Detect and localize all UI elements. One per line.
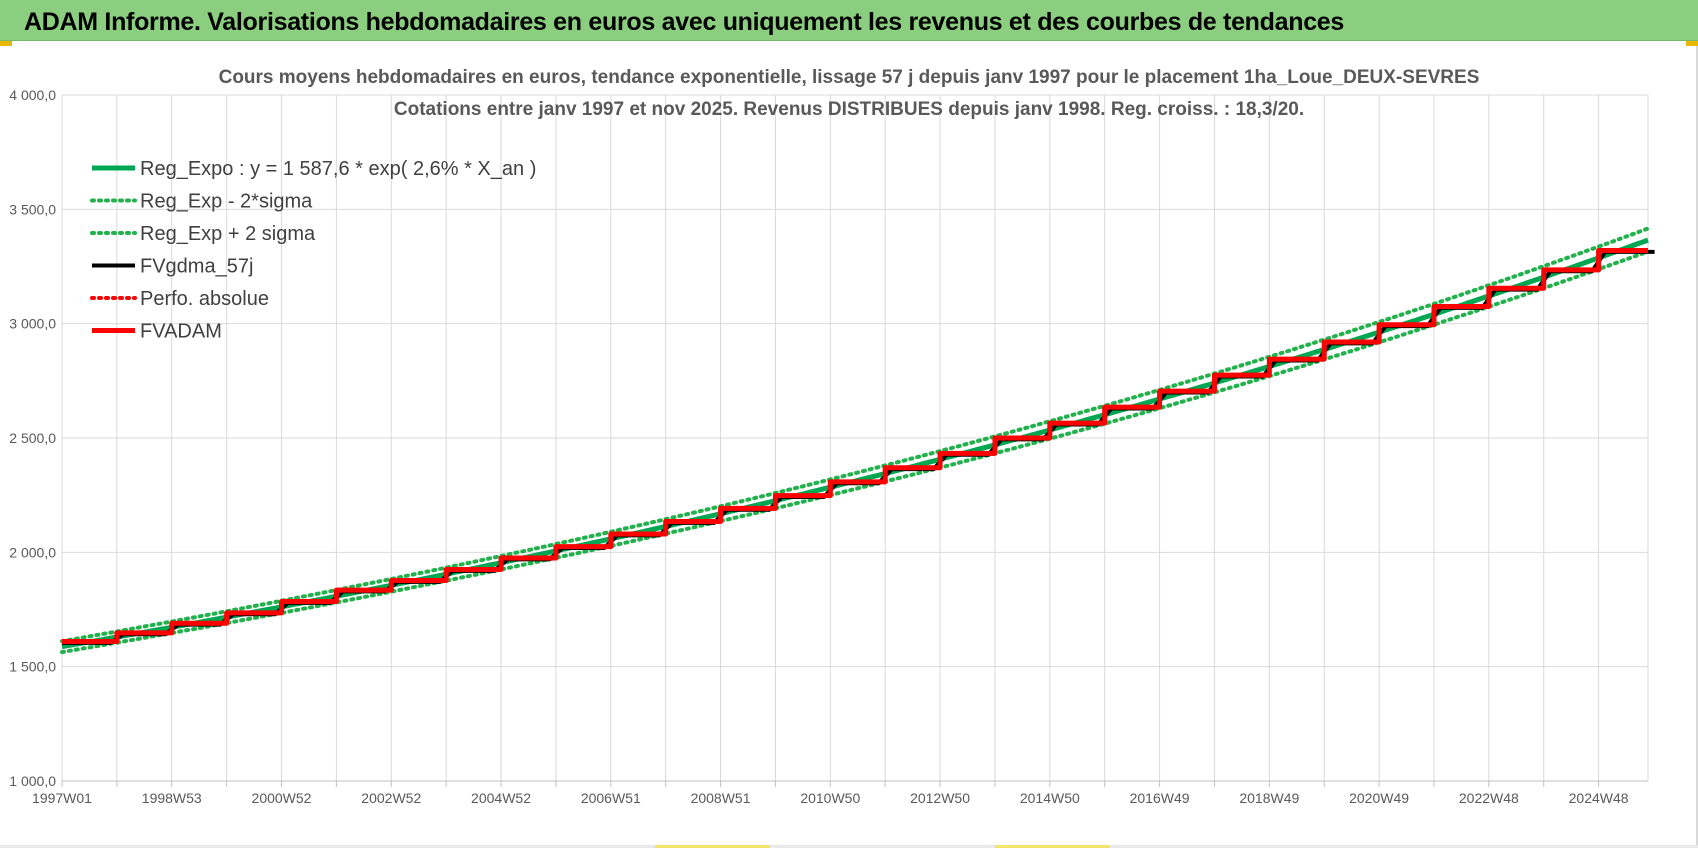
x-tick-label: 2024W48 (1569, 790, 1629, 806)
legend-label: FVADAM (140, 321, 222, 343)
legend-label: Reg_Exp - 2*sigma (140, 191, 313, 213)
chart-subtitle: Cotations entre janv 1997 et nov 2025. R… (394, 99, 1304, 120)
legend-label: Reg_Exp + 2 sigma (140, 223, 316, 245)
y-tick-label: 2 000,0 (9, 544, 56, 560)
x-tick-label: 2012W50 (910, 790, 970, 806)
series-reg-expo (61, 237, 1649, 650)
report-title: ADAM Informe. Valorisations hebdomadaire… (24, 8, 1345, 36)
y-tick-label: 3 500,0 (9, 201, 56, 217)
y-tick-label: 3 000,0 (9, 316, 56, 332)
corner-marker-right (1686, 41, 1698, 46)
chart-right-border (1696, 46, 1698, 848)
y-tick-label: 1 000,0 (9, 773, 56, 789)
x-tick-label: 2018W49 (1239, 790, 1299, 806)
report-banner: ADAM Informe. Valorisations hebdomadaire… (0, 0, 1698, 41)
x-tick-label: 2006W51 (581, 790, 641, 806)
x-tick-label: 1998W53 (142, 790, 202, 806)
chart-legend: Reg_Expo : y = 1 587,6 * exp( 2,6% * X_a… (90, 158, 536, 343)
line-chart: 1 000,0 1 500,0 2 000,0 2 500,0 3 000,0 3 500… (9, 67, 1655, 806)
x-tick-label: 1997W01 (32, 790, 92, 806)
x-tick-label: 2000W52 (252, 790, 312, 806)
chart-gridlines (61, 94, 1649, 782)
legend-label: Reg_Expo : y = 1 587,6 * exp( 2,6% * X_a… (140, 158, 536, 180)
chart-series (60, 226, 1655, 655)
x-tick-label: 2008W51 (691, 790, 751, 806)
x-tick-label: 2010W50 (800, 790, 860, 806)
x-tick-label: 2020W49 (1349, 790, 1409, 806)
series-reg-exp-plus-2sigma (60, 226, 1650, 644)
sheet-tab-marker (995, 845, 1110, 848)
y-tick-label: 1 500,0 (9, 659, 56, 675)
x-tick-label: 2004W52 (471, 790, 531, 806)
x-tick-label: 2002W52 (361, 790, 421, 806)
series-fvadam (62, 247, 1648, 645)
legend-label: Perfo. absolue (140, 288, 269, 310)
chart-title: Cours moyens hebdomadaires en euros, ten… (219, 67, 1480, 88)
x-tick-label: 2014W50 (1020, 790, 1080, 806)
series-perfo-absolue (62, 249, 1648, 643)
legend-label: FVgdma_57j (140, 256, 253, 278)
sheet-tab-marker (655, 845, 770, 848)
corner-marker-left (0, 41, 12, 46)
y-tick-label: 4 000,0 (9, 87, 56, 103)
x-tick-label: 2016W49 (1130, 790, 1190, 806)
x-tick-label: 2022W48 (1459, 790, 1519, 806)
y-tick-label: 2 500,0 (9, 430, 56, 446)
sheet-bottom-bar (0, 845, 1698, 848)
chart-axes: 1 000,0 1 500,0 2 000,0 2 500,0 3 000,0 3 500… (9, 87, 1648, 806)
